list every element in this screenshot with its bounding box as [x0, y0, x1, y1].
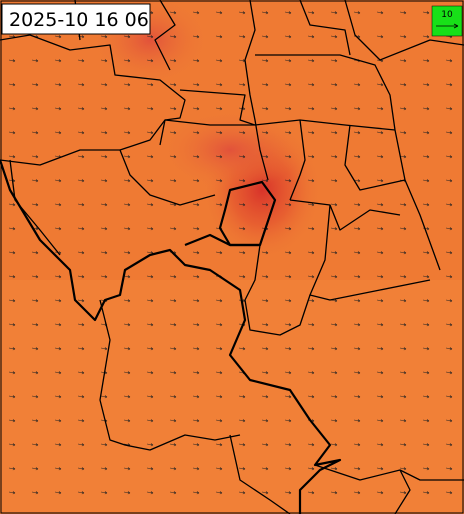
legend-box	[431, 5, 463, 37]
legend-arrow-head	[453, 23, 459, 29]
timestamp-box	[1, 3, 151, 35]
legend-label: 10	[441, 10, 453, 20]
timestamp: 2025-10 16 06	[9, 9, 149, 31]
